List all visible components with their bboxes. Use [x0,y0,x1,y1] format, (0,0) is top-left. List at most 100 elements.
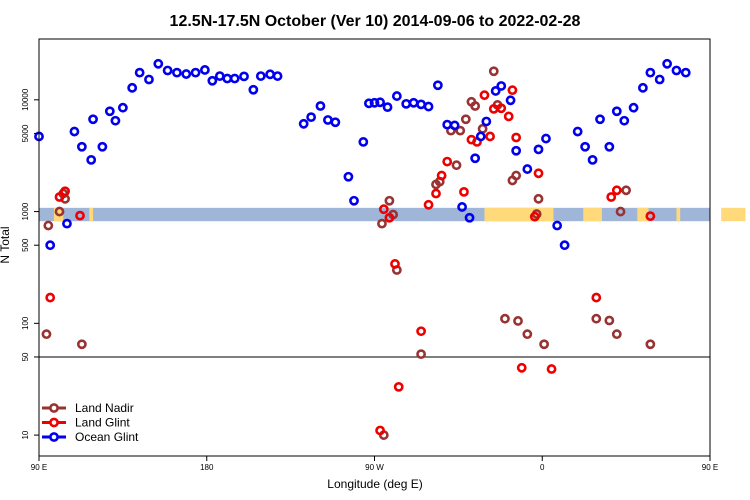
land-glint-point [488,103,499,114]
ocean-glint-point [134,67,145,78]
ocean-glint-point [343,171,354,182]
ocean-glint-point [680,67,691,78]
ocean-glint-point [401,98,412,109]
land-glint-point [75,210,85,221]
land-glint-point [431,188,441,199]
land-glint-point [54,192,65,202]
land-glint-point [645,211,656,222]
ocean-glint-point [306,112,317,123]
y-axis: 10 50 100 500 1000 5000 10000 [21,88,39,440]
land-segment [676,207,681,222]
land-glint-point [378,204,389,215]
ocean-glint-point [315,101,326,111]
ocean-glint-point [572,126,583,137]
ocean-glint-point [272,71,283,81]
ocean-glint-point [587,154,598,165]
ocean-glint-point [330,117,341,128]
land-glint-point [546,364,557,374]
x-tick-label: 90 W [365,463,384,472]
ocean-glint-point [364,98,374,109]
data-points-layer [34,58,691,440]
land-nadir-point [460,114,471,125]
ocean-glint-point [181,69,192,79]
y-tick-label: 500 [21,238,30,252]
ocean-glint-point [239,71,249,82]
land-segment [545,207,554,222]
ocean-glint-point [464,212,475,223]
x-tick-label: 90 E [702,463,718,472]
land-glint-point [485,131,495,142]
ocean-glint-point [162,65,173,76]
ocean-glint-point [110,115,121,126]
ocean-glint-point [604,141,615,152]
land-glint-point [507,85,518,96]
land-nadir-point [513,316,523,326]
ocean-glint-point [619,115,630,126]
ocean-glint-point [628,102,639,113]
ocean-glint-point [552,220,563,231]
ocean-glint-point [255,71,266,81]
y-tick-label: 5000 [21,124,30,142]
land-glint-point [606,192,617,202]
ocean-glint-point [638,82,648,93]
land-nadir-point [43,220,54,231]
land-glint-point [375,425,385,436]
ocean-glint-point [432,80,443,91]
legend-marker-land-nadir [49,403,59,413]
ocean-glint-point [645,67,656,78]
ocean-glint-point [580,141,591,152]
ocean-glint-point [522,164,533,174]
legend-label-land-glint: Land Glint [75,416,130,430]
land-nadir-point [470,101,481,111]
land-segment [637,207,649,222]
land-glint-point [390,259,400,269]
y-tick-label: 10 [21,430,30,439]
ocean-glint-point [298,118,309,129]
ocean-glint-point [662,58,673,69]
ocean-glint-point [511,145,522,156]
ocean-glint-point [97,141,108,152]
ocean-glint-point [416,99,426,110]
ocean-glint-point [481,116,492,127]
land-nadir-point [76,339,87,350]
land-nadir-point [500,313,510,324]
y-axis-label: N Total [0,226,12,263]
legend-label-land-nadir: Land Nadir [75,401,134,415]
land-segment [89,207,94,222]
land-nadir-point [645,339,656,350]
land-glint-point [436,170,447,181]
ocean-glint-point [391,91,402,101]
chart-title: 12.5N-17.5N October (Ver 10) 2014-09-06 … [170,13,581,30]
ocean-glint-point [265,69,276,80]
legend-label-ocean-glint: Ocean Glint [75,430,139,444]
land-nadir-point [621,185,632,196]
y-tick-label: 100 [21,316,30,330]
land-nadir-point [416,349,426,360]
ocean-glint-point [144,74,154,85]
ocean-glint-point [76,141,87,152]
land-glint-point [45,292,56,303]
land-glint-point [496,103,507,114]
ocean-glint-point [382,102,393,113]
ocean-glint-point [654,74,665,85]
ocean-glint-point [475,131,486,142]
ocean-glint-point [207,75,218,86]
land-glint-point [423,199,434,210]
ocean-glint-point [172,67,182,78]
land-nadir-point [533,193,544,204]
land-nadir-point [615,206,626,217]
ocean-glint-point [62,218,72,229]
land-glint-point [416,326,426,337]
land-segment [721,207,746,222]
ocean-glint-point [559,240,570,251]
plot-frame [38,38,711,457]
ocean-glint-point [505,95,516,106]
ocean-glint-point [611,106,622,117]
ocean-glint-point [323,115,333,125]
legend-marker-ocean-glint [49,432,59,442]
ocean-glint-point [153,58,164,69]
land-glint-point [393,381,404,392]
land-nadir-point [384,195,395,206]
land-glint-point [384,212,395,223]
